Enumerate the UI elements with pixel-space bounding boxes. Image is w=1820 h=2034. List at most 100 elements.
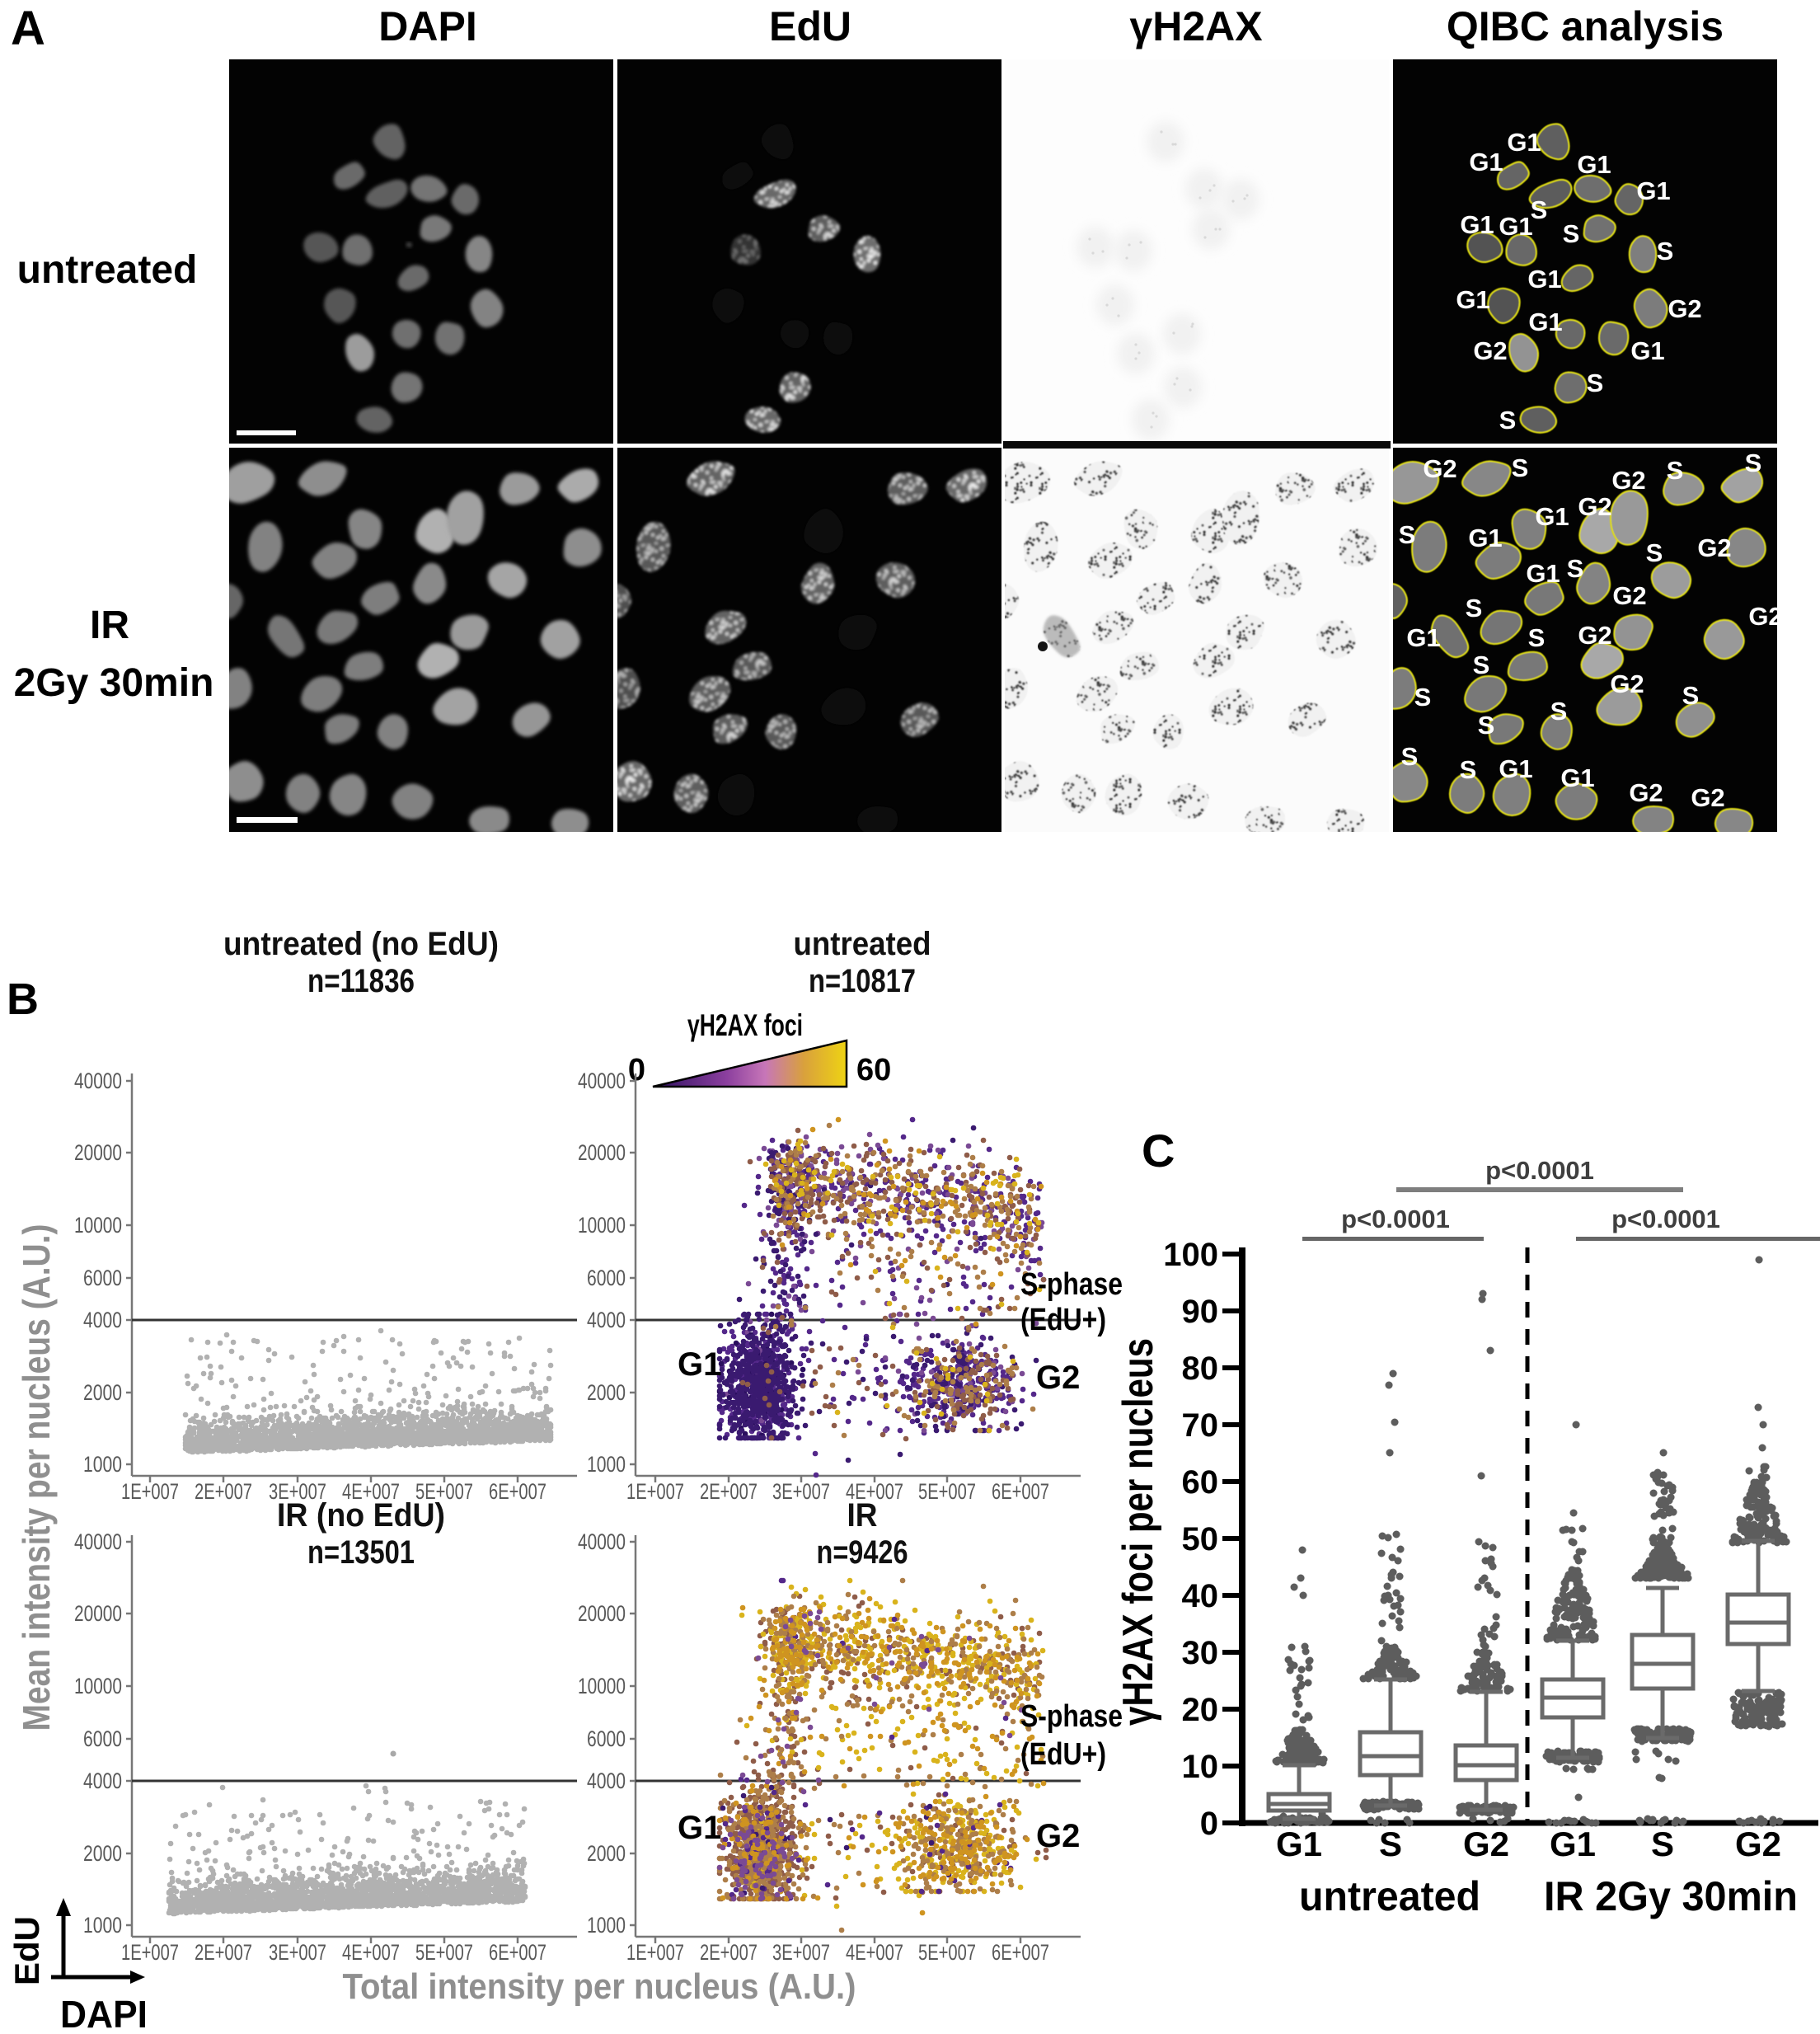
svg-text:G2: G2 [1473, 336, 1507, 365]
svg-text:10000: 10000 [74, 1674, 122, 1698]
svg-text:5E+007: 5E+007 [415, 1479, 473, 1504]
svg-text:10000: 10000 [578, 1674, 626, 1698]
svg-text:1E+007: 1E+007 [626, 1479, 684, 1504]
svg-text:S: S [1667, 456, 1684, 485]
svg-text:C: C [1142, 1125, 1175, 1177]
svg-text:S: S [1528, 623, 1546, 652]
svg-text:G1: G1 [1456, 285, 1489, 314]
svg-text:10000: 10000 [74, 1213, 122, 1238]
svg-text:Mean intensity per nucleus (A.: Mean intensity per nucleus (A.U.) [15, 1224, 58, 1731]
svg-text:2E+007: 2E+007 [700, 1940, 758, 1965]
svg-text:G1: G1 [1276, 1825, 1322, 1863]
svg-text:G1: G1 [1499, 754, 1532, 783]
svg-text:IR: IR [90, 604, 129, 647]
svg-text:G1: G1 [1469, 148, 1503, 176]
svg-text:p<0.0001: p<0.0001 [1611, 1205, 1720, 1233]
svg-text:G1: G1 [1468, 524, 1502, 552]
svg-text:S-phase: S-phase [1020, 1699, 1123, 1734]
svg-text:G2: G2 [1697, 533, 1731, 562]
svg-text:G2: G2 [1463, 1825, 1509, 1863]
svg-text:(EdU+): (EdU+) [1020, 1303, 1106, 1337]
svg-text:γH2AX foci per nucleus: γH2AX foci per nucleus [1114, 1338, 1162, 1726]
svg-text:S: S [1499, 406, 1517, 435]
svg-text:untreated: untreated [1299, 1873, 1480, 1919]
svg-text:90: 90 [1182, 1294, 1219, 1330]
svg-text:4000: 4000 [587, 1769, 626, 1793]
svg-text:50: 50 [1182, 1521, 1219, 1557]
svg-text:60: 60 [1182, 1464, 1219, 1501]
svg-text:S: S [1567, 554, 1584, 583]
svg-text:IR (no EdU): IR (no EdU) [277, 1497, 445, 1534]
svg-text:S: S [1682, 681, 1700, 710]
svg-text:2E+007: 2E+007 [195, 1940, 252, 1965]
svg-text:S: S [1646, 538, 1663, 567]
svg-text:G2: G2 [1036, 1818, 1080, 1854]
svg-text:G1: G1 [1528, 308, 1562, 336]
svg-text:G2: G2 [1036, 1360, 1080, 1396]
svg-text:1E+007: 1E+007 [121, 1479, 179, 1504]
svg-text:2000: 2000 [83, 1380, 122, 1405]
svg-text:G1: G1 [1507, 128, 1541, 157]
svg-text:2Gy 30min: 2Gy 30min [14, 661, 214, 705]
svg-text:S: S [1399, 520, 1416, 549]
svg-text:40000: 40000 [74, 1069, 122, 1093]
svg-text:1000: 1000 [83, 1913, 122, 1938]
svg-text:EdU: EdU [7, 1916, 46, 1985]
svg-text:S: S [1414, 683, 1432, 712]
svg-text:6000: 6000 [83, 1726, 122, 1751]
svg-text:S: S [1473, 651, 1490, 679]
svg-text:G1: G1 [1460, 210, 1494, 239]
svg-text:S: S [1563, 219, 1580, 248]
svg-text:S: S [1651, 1825, 1674, 1863]
svg-text:n=9426: n=9426 [817, 1534, 908, 1571]
svg-text:G2: G2 [1612, 581, 1646, 610]
svg-text:S-phase: S-phase [1020, 1267, 1123, 1302]
svg-text:S: S [1745, 449, 1762, 477]
svg-text:untreated: untreated [794, 926, 931, 962]
svg-text:2E+007: 2E+007 [195, 1479, 252, 1504]
svg-text:γH2AX foci: γH2AX foci [687, 1008, 803, 1042]
svg-text:G1: G1 [1499, 212, 1532, 241]
svg-text:5E+007: 5E+007 [415, 1940, 473, 1965]
svg-text:10: 10 [1182, 1749, 1219, 1785]
svg-text:4000: 4000 [83, 1308, 122, 1332]
svg-text:S: S [1478, 711, 1495, 740]
svg-text:S: S [1379, 1825, 1402, 1863]
svg-text:6E+007: 6E+007 [992, 1479, 1049, 1504]
svg-text:G1: G1 [1630, 336, 1664, 365]
svg-text:G1: G1 [678, 1810, 721, 1846]
svg-text:EdU: EdU [769, 3, 851, 49]
svg-text:1000: 1000 [587, 1452, 626, 1477]
svg-text:n=10817: n=10817 [809, 963, 916, 999]
svg-text:G1: G1 [678, 1346, 721, 1383]
svg-text:S: S [1401, 742, 1419, 771]
svg-text:2E+007: 2E+007 [700, 1479, 758, 1504]
svg-text:DAPI: DAPI [60, 1993, 148, 2034]
svg-text:G1: G1 [1560, 763, 1594, 792]
svg-text:1000: 1000 [83, 1452, 122, 1477]
svg-text:6000: 6000 [83, 1266, 122, 1290]
svg-text:S: S [1657, 237, 1674, 265]
svg-text:4E+007: 4E+007 [846, 1479, 903, 1504]
svg-text:γH2AX: γH2AX [1129, 3, 1262, 49]
svg-text:G1: G1 [1526, 559, 1560, 588]
svg-text:S: S [1466, 594, 1483, 622]
svg-text:4000: 4000 [83, 1769, 122, 1793]
svg-text:p<0.0001: p<0.0001 [1485, 1156, 1594, 1185]
svg-text:6E+007: 6E+007 [992, 1940, 1049, 1965]
svg-text:20: 20 [1182, 1692, 1219, 1728]
svg-text:G2: G2 [1735, 1825, 1781, 1863]
svg-text:S: S [1550, 697, 1568, 726]
svg-text:G1: G1 [1577, 150, 1611, 179]
svg-text:G2: G2 [1611, 466, 1645, 495]
svg-text:3E+007: 3E+007 [269, 1940, 326, 1965]
svg-text:G2: G2 [1668, 294, 1701, 323]
svg-text:G1: G1 [1527, 265, 1561, 294]
svg-text:p<0.0001: p<0.0001 [1341, 1205, 1450, 1233]
svg-text:6E+007: 6E+007 [489, 1479, 546, 1504]
svg-text:G2: G2 [1578, 492, 1611, 521]
svg-text:untreated (no EdU): untreated (no EdU) [223, 926, 499, 962]
svg-text:(EdU+): (EdU+) [1020, 1737, 1106, 1772]
svg-text:4000: 4000 [587, 1308, 626, 1332]
svg-text:5E+007: 5E+007 [918, 1479, 976, 1504]
